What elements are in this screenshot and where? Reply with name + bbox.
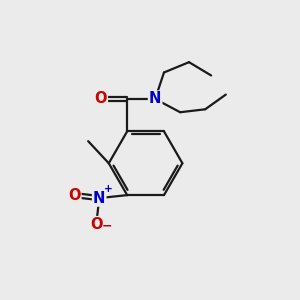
Text: N: N: [93, 190, 105, 206]
Text: −: −: [102, 220, 113, 233]
Text: N: N: [149, 92, 161, 106]
Text: +: +: [104, 184, 113, 194]
Text: O: O: [94, 92, 107, 106]
Text: O: O: [68, 188, 80, 202]
Text: O: O: [90, 217, 103, 232]
